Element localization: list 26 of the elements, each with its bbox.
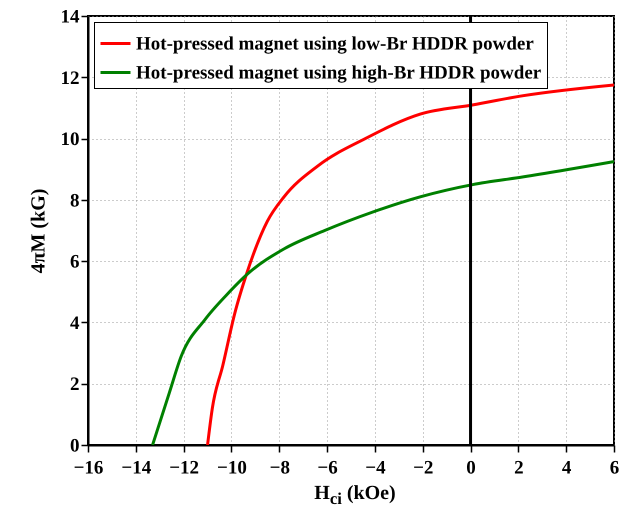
y-tick-label: 12 xyxy=(60,68,80,89)
x-tick-label: −10 xyxy=(217,458,247,478)
x-tick-label: 6 xyxy=(610,458,620,478)
x-tick-label: 4 xyxy=(562,458,572,478)
line-series xyxy=(206,83,614,445)
x-tick-label: 2 xyxy=(514,458,524,478)
x-tick-label: −4 xyxy=(365,458,386,478)
x-tick-label: −12 xyxy=(169,458,200,478)
y-tick-label: 6 xyxy=(70,252,80,273)
y-tick-label: 10 xyxy=(60,129,80,150)
x-tick-label: −8 xyxy=(270,458,290,478)
y-axis-title: 4πM (kG) xyxy=(28,188,50,274)
x-axis-title: H$_{ci}$ (kOe) xyxy=(313,482,397,509)
y-tick-label: 14 xyxy=(60,6,80,28)
legend-label: Hot-pressed magnet using low-Br HDDR powder xyxy=(136,34,534,54)
y-tick-label: 8 xyxy=(70,190,80,212)
x-tick-label: 0 xyxy=(466,458,476,478)
y-tick-label: 0 xyxy=(70,436,80,456)
y-tick-label: 4 xyxy=(70,312,80,334)
x-tick-label: −16 xyxy=(74,458,104,478)
x-tick-label: −6 xyxy=(317,458,338,478)
legend-label: Hot-pressed magnet using high-Br HDDR powder xyxy=(136,62,542,84)
y-tick-label: 2 xyxy=(70,374,80,396)
line-series xyxy=(151,160,614,445)
x-tick-label: −14 xyxy=(121,458,152,478)
x-tick-label: −2 xyxy=(413,458,434,478)
